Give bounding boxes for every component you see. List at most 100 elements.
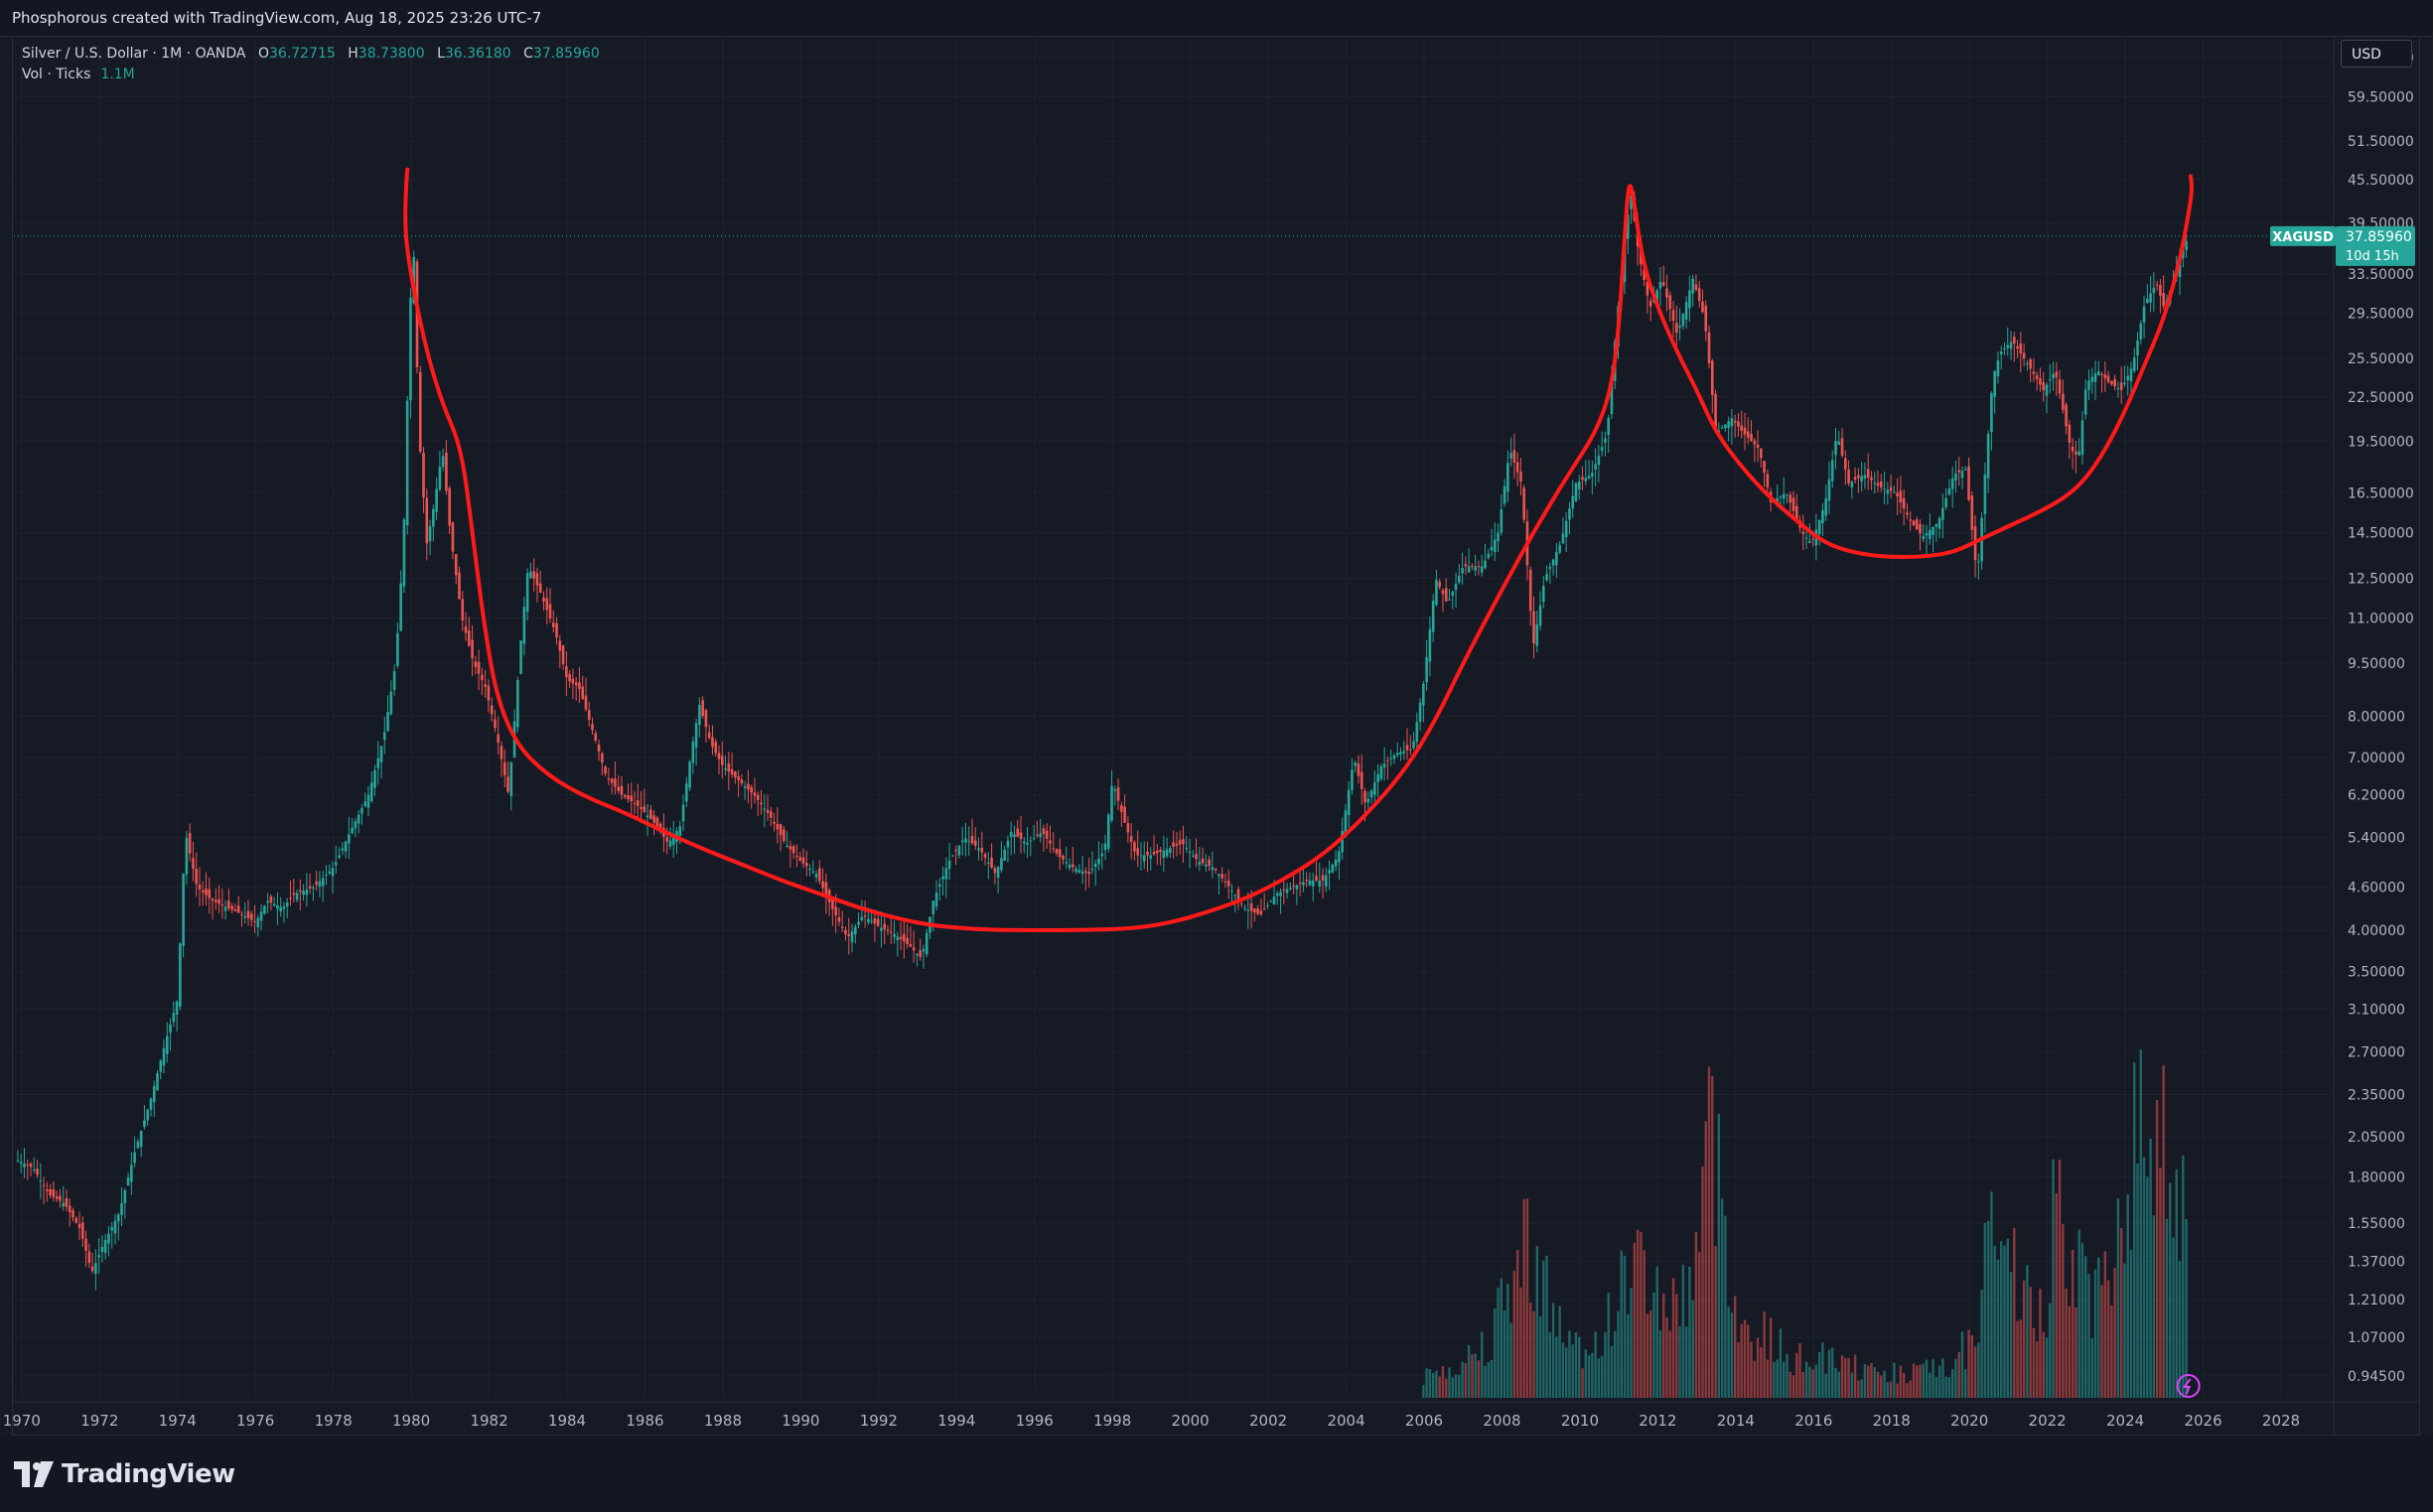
candle-body xyxy=(1451,591,1455,596)
candle-body xyxy=(909,943,913,947)
candle-body xyxy=(886,929,890,931)
candle-body xyxy=(1448,599,1451,601)
candle-body xyxy=(925,932,929,955)
candle-body xyxy=(584,695,588,710)
candle-body xyxy=(977,848,980,851)
candle-body xyxy=(665,837,669,842)
volume-bar xyxy=(1919,1364,1922,1398)
candle-body xyxy=(477,661,481,674)
candle-body xyxy=(1412,741,1415,749)
volume-bar xyxy=(1733,1296,1737,1398)
candle-body xyxy=(863,915,867,917)
volume-bar xyxy=(2006,1238,2009,1398)
volume-bar xyxy=(2071,1249,2075,1398)
chart-canvas[interactable]: 67.5000059.5000051.5000045.5000039.50000… xyxy=(0,0,2433,1437)
candle-body xyxy=(691,741,695,763)
volume-bar xyxy=(2103,1251,2107,1398)
candle-body xyxy=(292,893,296,895)
candle-body xyxy=(565,666,568,678)
candle-body xyxy=(870,920,873,922)
candle-body xyxy=(1824,497,1828,516)
candle-body xyxy=(821,881,824,889)
candle-body xyxy=(1428,628,1432,662)
candle-body xyxy=(1068,864,1072,869)
candle-body xyxy=(318,881,322,887)
candle-body xyxy=(1233,894,1237,896)
symbol-description[interactable]: Silver / U.S. Dollar · 1M · OANDA xyxy=(22,46,246,62)
candle-body xyxy=(1957,470,1961,473)
tradingview-logo[interactable]: TradingView xyxy=(14,1458,235,1490)
candle-body xyxy=(1454,583,1458,591)
candle-body xyxy=(474,661,478,667)
volume-bar xyxy=(1743,1319,1747,1398)
volume-bar xyxy=(1652,1292,1655,1398)
candle-body xyxy=(1902,497,1906,509)
candle-body xyxy=(100,1246,104,1252)
volume-bar xyxy=(2035,1341,2039,1398)
candle-body xyxy=(1983,474,1987,514)
volume-bar xyxy=(1519,1287,1522,1398)
volume-value: 1.1M xyxy=(100,67,135,82)
candle-body xyxy=(240,913,243,915)
volume-bar xyxy=(1850,1372,1854,1398)
volume-bar xyxy=(1435,1370,1438,1398)
candle-body xyxy=(1678,325,1681,328)
volume-bar xyxy=(1925,1359,1929,1398)
candle-body xyxy=(2162,293,2165,307)
candle-body xyxy=(1106,814,1110,849)
candle-body xyxy=(1671,310,1675,322)
volume-bar xyxy=(1610,1345,1614,1398)
candle-body xyxy=(1042,828,1046,834)
candle-body xyxy=(249,913,253,920)
volume-bar xyxy=(2068,1306,2072,1398)
volume-bar xyxy=(1970,1334,1974,1398)
candle-body xyxy=(1779,495,1783,497)
currency-button[interactable]: USD xyxy=(2341,40,2412,68)
candle-body xyxy=(205,889,208,895)
candle-body xyxy=(1382,763,1386,767)
candle-body xyxy=(1169,848,1172,853)
candle-body xyxy=(1821,509,1824,524)
candle-body xyxy=(867,918,870,923)
volume-bar xyxy=(1753,1360,1756,1398)
volume-bar xyxy=(1668,1330,1671,1398)
volume-bar xyxy=(1906,1383,1909,1398)
candle-body xyxy=(919,950,922,958)
candle-body xyxy=(116,1214,120,1222)
candle-body xyxy=(49,1188,52,1195)
close-label: C xyxy=(523,46,533,62)
candle-body xyxy=(1379,765,1383,779)
price-tag-bg xyxy=(2336,225,2415,266)
volume-bar xyxy=(1648,1310,1652,1398)
candle-body xyxy=(1922,536,1926,540)
candle-body xyxy=(253,920,256,922)
volume-bar xyxy=(1798,1343,1801,1398)
candle-body xyxy=(645,815,649,818)
candle-body xyxy=(1591,473,1594,478)
candle-body xyxy=(967,841,971,843)
candle-body xyxy=(860,916,864,920)
candle-body xyxy=(1214,868,1217,871)
candle-body xyxy=(2093,373,2097,382)
candle-body xyxy=(2062,393,2065,410)
volume-bar xyxy=(1817,1351,1821,1398)
volume-label[interactable]: Vol · Ticks xyxy=(22,67,91,82)
candle-body xyxy=(1977,561,1980,563)
freehand-drawing xyxy=(403,167,2194,933)
candle-body xyxy=(1262,908,1266,910)
volume-bar xyxy=(1568,1330,1571,1398)
candle-body xyxy=(1493,539,1497,553)
volume-bar xyxy=(2049,1303,2052,1398)
price-tag-value: 37.85960 xyxy=(2346,229,2412,245)
volume-bar xyxy=(1707,1066,1711,1398)
candle-body xyxy=(1006,840,1010,848)
chart-area[interactable] xyxy=(12,36,2420,1436)
candle-body xyxy=(1272,896,1276,905)
candle-body xyxy=(1093,863,1097,868)
candle-body xyxy=(1399,752,1402,755)
candle-body xyxy=(574,682,578,686)
candle-body xyxy=(1688,290,1691,309)
candle-body xyxy=(1243,907,1246,909)
candle-body xyxy=(1369,790,1373,798)
volume-bar xyxy=(1831,1347,1834,1398)
